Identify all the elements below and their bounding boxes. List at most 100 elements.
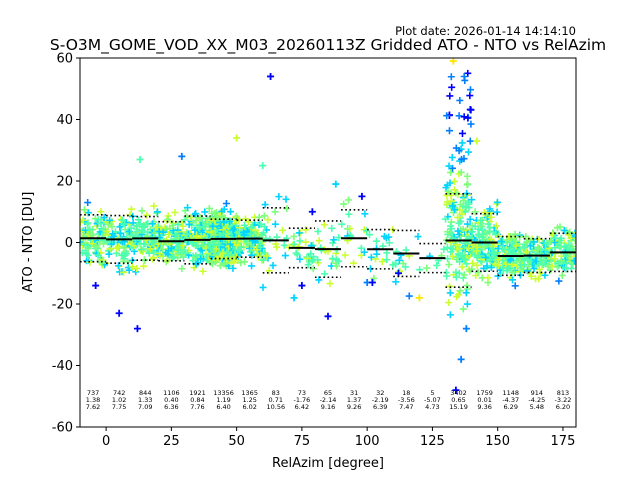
data-point xyxy=(345,196,353,204)
data-point xyxy=(296,237,304,245)
data-point xyxy=(551,255,559,263)
data-point xyxy=(212,258,220,266)
data-point xyxy=(112,244,120,252)
y-tick-label: 40 xyxy=(56,113,73,128)
data-point xyxy=(448,83,456,91)
data-point xyxy=(557,256,565,264)
data-point xyxy=(558,271,566,279)
data-point xyxy=(171,208,179,216)
stat-std: 10.56 xyxy=(266,403,285,411)
data-point xyxy=(257,243,264,251)
stat-count: 813 xyxy=(557,389,569,397)
data-point xyxy=(537,256,545,264)
data-point xyxy=(451,206,459,214)
data-point xyxy=(84,199,92,207)
plot-date: Plot date: 2026-01-14 14:14:10 xyxy=(395,24,576,38)
data-point xyxy=(144,228,152,236)
data-point xyxy=(335,234,343,242)
data-point xyxy=(174,220,182,228)
data-point xyxy=(295,229,303,237)
data-point xyxy=(341,251,349,259)
stat-std: 6.42 xyxy=(295,403,309,411)
data-point xyxy=(143,211,151,219)
data-point xyxy=(456,287,464,295)
data-point xyxy=(452,268,460,276)
y-tick-label: 20 xyxy=(56,175,73,190)
x-tick-label: 125 xyxy=(420,434,445,449)
data-point xyxy=(159,228,167,236)
data-point xyxy=(508,239,516,247)
data-point xyxy=(466,215,474,223)
data-point xyxy=(120,268,128,276)
data-point xyxy=(333,262,341,270)
data-point xyxy=(96,238,104,246)
data-point xyxy=(484,274,492,282)
data-point xyxy=(447,168,455,176)
data-point xyxy=(445,261,453,269)
data-point xyxy=(522,248,530,256)
data-point xyxy=(509,276,517,284)
data-point xyxy=(402,246,410,254)
data-point xyxy=(317,246,325,254)
data-point xyxy=(446,289,454,297)
data-point xyxy=(466,86,474,94)
data-point xyxy=(192,210,200,218)
data-point xyxy=(215,241,223,249)
stat-mean: 1.38 xyxy=(86,396,100,404)
stat-count: 1365 xyxy=(241,389,258,397)
data-point xyxy=(127,224,135,232)
data-point xyxy=(205,204,213,212)
stat-std: 9.16 xyxy=(321,403,335,411)
data-point xyxy=(423,264,431,272)
data-point xyxy=(314,227,322,235)
data-point xyxy=(515,268,523,276)
data-point xyxy=(492,231,500,239)
data-point xyxy=(447,218,455,226)
data-point xyxy=(460,113,468,121)
stat-std: 6.20 xyxy=(556,403,570,411)
data-point xyxy=(464,220,472,228)
outlier-point xyxy=(452,386,460,394)
data-point xyxy=(192,216,200,224)
data-point xyxy=(150,202,158,210)
stat-mean: -2.14 xyxy=(320,396,337,404)
data-point xyxy=(304,261,312,269)
outlier-point xyxy=(178,152,186,160)
outlier-point xyxy=(233,134,241,142)
data-point xyxy=(263,252,271,260)
outlier-point xyxy=(358,192,366,200)
stat-count: 844 xyxy=(139,389,151,397)
data-point xyxy=(340,200,348,208)
data-point xyxy=(464,69,472,77)
data-point xyxy=(149,220,157,228)
data-point xyxy=(567,234,575,242)
data-point xyxy=(219,249,227,257)
data-point xyxy=(504,264,512,272)
data-point xyxy=(210,231,218,239)
data-point xyxy=(570,257,576,265)
data-point xyxy=(138,227,146,235)
data-point xyxy=(229,226,237,234)
data-point xyxy=(135,216,143,224)
y-tick-label: -60 xyxy=(52,421,73,436)
data-point xyxy=(223,248,231,256)
data-point xyxy=(259,256,267,264)
data-point xyxy=(541,260,549,268)
data-point xyxy=(459,251,467,259)
y-tick-label: 60 xyxy=(56,52,73,67)
stat-count: 13356 xyxy=(213,389,234,397)
outlier-point xyxy=(415,294,423,302)
stat-std: 7.75 xyxy=(112,403,126,411)
data-point xyxy=(201,223,209,231)
data-point xyxy=(221,214,229,222)
data-point xyxy=(464,114,472,122)
data-point xyxy=(133,228,141,236)
data-point xyxy=(201,208,209,216)
data-point xyxy=(378,257,386,265)
data-point xyxy=(464,180,472,188)
data-point xyxy=(450,233,458,241)
data-point xyxy=(183,230,191,238)
stat-count: 32 xyxy=(376,389,384,397)
data-point xyxy=(248,251,256,259)
data-point xyxy=(392,278,400,286)
